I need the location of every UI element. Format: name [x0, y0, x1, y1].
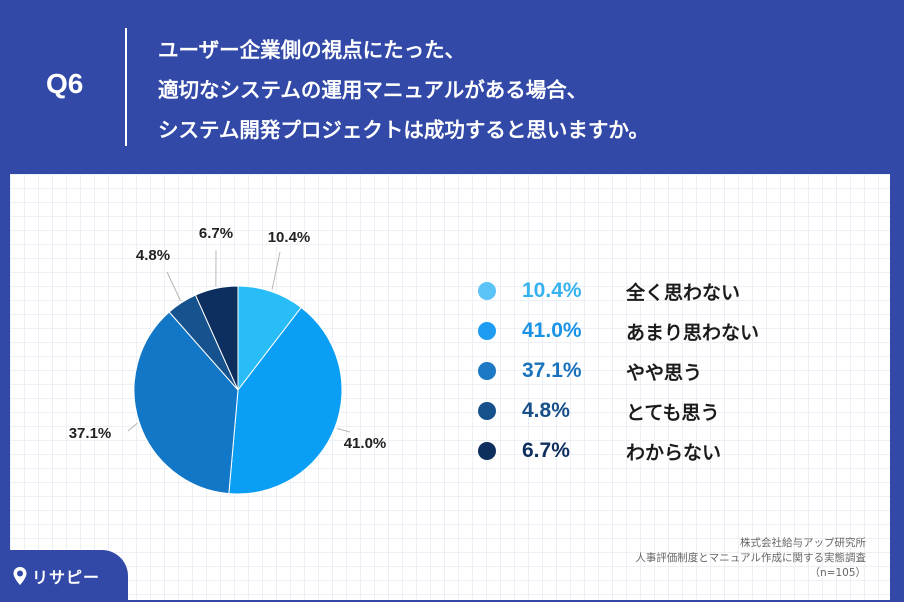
legend-dot — [478, 402, 496, 420]
chart-card: 10.4% 41.0% 37.1% 4.8% 6.7% 10.4% 全く思わない 41.… — [10, 174, 890, 600]
logo-text: リサピー — [32, 568, 101, 587]
legend-label: わからない — [626, 441, 722, 464]
pie-slice — [133, 311, 239, 495]
legend-value: 6.7% — [522, 439, 570, 462]
pie-slice — [228, 306, 343, 495]
question-number: Q6 — [46, 68, 84, 99]
legend-item: 10.4% 全く思わない — [478, 271, 878, 311]
slice-label: 41.0% — [344, 435, 387, 452]
legend-item: 4.8% とても思う — [478, 391, 878, 431]
pie-slice — [194, 285, 239, 391]
legend-dot — [478, 442, 496, 460]
legend-item: 6.7% わからない — [478, 431, 878, 471]
legend-value: 41.0% — [522, 319, 582, 342]
question-text: ユーザー企業側の視点にたった、 適切なシステムの運用マニュアルがある場合、 シス… — [158, 30, 878, 150]
pie-chart: 10.4% 41.0% 37.1% 4.8% 6.7% — [69, 225, 387, 495]
leader-line — [127, 422, 138, 432]
leader-line — [336, 427, 351, 433]
legend-label: あまり思わない — [626, 321, 760, 344]
question-line-1: ユーザー企業側の視点にたった、 — [158, 38, 466, 62]
header-divider — [125, 28, 127, 146]
legend-label: やや思う — [626, 361, 703, 384]
legend: 10.4% 全く思わない 41.0% あまり思わない 37.1% やや思う 4.… — [478, 271, 878, 471]
header: Q6 ユーザー企業側の視点にたった、 適切なシステムの運用マニュアルがある場合、… — [0, 0, 904, 172]
source-note: 株式会社給与アップ研究所 人事評価制度とマニュアル作成に関する実態調査 （n=1… — [635, 536, 866, 581]
slice-label: 10.4% — [268, 229, 311, 246]
pin-logo-icon — [12, 566, 28, 586]
source-sample: （n=105） — [809, 567, 867, 579]
legend-item: 41.0% あまり思わない — [478, 311, 878, 351]
source-survey: 人事評価制度とマニュアル作成に関する実態調査 — [635, 552, 866, 564]
question-line-2: 適切なシステムの運用マニュアルがある場合、 — [158, 78, 588, 102]
leader-line — [271, 251, 281, 290]
slice-label: 37.1% — [69, 425, 112, 442]
legend-dot — [478, 322, 496, 340]
legend-value: 4.8% — [522, 399, 570, 422]
legend-label: とても思う — [626, 401, 720, 424]
legend-value: 10.4% — [522, 279, 582, 302]
legend-label: 全く思わない — [626, 281, 741, 304]
question-line-3: システム開発プロジェクトは成功すると思いますか。 — [158, 118, 649, 142]
legend-dot — [478, 362, 496, 380]
legend-value: 37.1% — [522, 359, 582, 382]
legend-dot — [478, 282, 496, 300]
legend-item: 37.1% やや思う — [478, 351, 878, 391]
leader-line — [166, 271, 182, 302]
slice-label: 4.8% — [136, 247, 170, 264]
brand-logo: リサピー — [0, 550, 128, 602]
slice-label: 6.7% — [199, 225, 233, 242]
source-company: 株式会社給与アップ研究所 — [740, 537, 866, 549]
